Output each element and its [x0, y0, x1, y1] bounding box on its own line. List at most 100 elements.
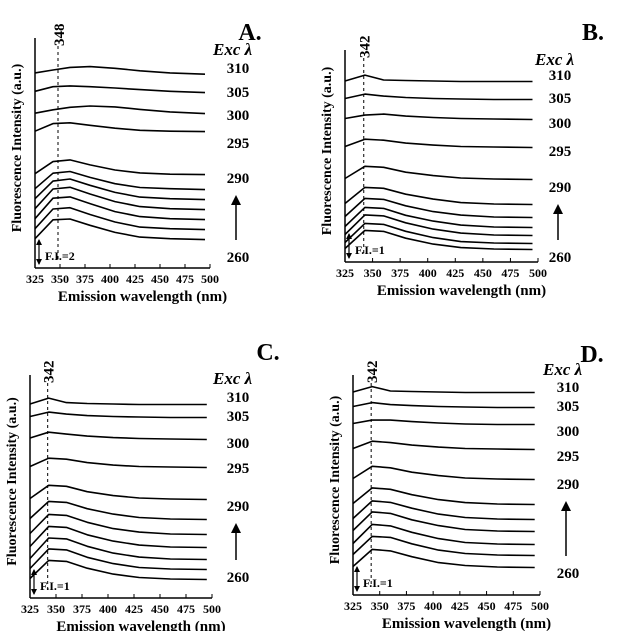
x-tick-label: 475 — [501, 266, 519, 280]
y-axis-label: Fluorescence Intensity (a.u.) — [328, 395, 343, 564]
spectrum-line — [352, 385, 535, 394]
spectrum-line — [352, 487, 535, 506]
spectrum-line — [344, 74, 533, 83]
legend-title: Exc λ — [212, 40, 253, 59]
spectrum-line — [29, 484, 207, 501]
excitation-level-label: 310 — [557, 380, 580, 396]
x-tick-label: 425 — [446, 266, 464, 280]
y-axis-label: Fluorescence Intensity (a.u.) — [10, 63, 25, 232]
spectrum-line — [29, 559, 207, 581]
panel-b: 325 350 375 400 425 450 475 500 Emission wavelen… — [320, 20, 604, 299]
panel-label: C. — [256, 340, 279, 366]
x-tick-label: 350 — [51, 272, 69, 286]
spectrum-line — [29, 525, 207, 549]
x-tick-label: 425 — [126, 272, 144, 286]
spectrum-line — [344, 206, 533, 229]
spectrum-line — [352, 500, 535, 521]
x-tick-label: 325 — [26, 272, 44, 286]
excitation-level-label: 310 — [549, 68, 572, 84]
x-tick-label: 375 — [76, 272, 94, 286]
excitation-level-label: 295 — [227, 461, 250, 477]
excitation-level-label: 295 — [549, 144, 572, 160]
spectrum-line — [34, 65, 206, 75]
x-tick-label: 500 — [531, 599, 549, 613]
spectrum-line — [34, 159, 206, 176]
scale-bar-label: F.I.=1 — [363, 576, 393, 590]
x-tick-label: 400 — [99, 602, 117, 616]
arrow-head-icon — [561, 501, 571, 511]
excitation-level-label: 300 — [549, 116, 572, 132]
spectrum-line — [29, 513, 207, 536]
x-axis-label: Emission wavelength (nm) — [377, 283, 546, 299]
scale-bar-label: F.I.=1 — [40, 579, 70, 593]
spectrum-line — [34, 85, 206, 94]
x-tick-label: 375 — [391, 266, 409, 280]
spectrum-line — [344, 93, 533, 101]
spectrum-line — [34, 218, 206, 241]
panel-c: 325 350 375 400 425 450 475 500 Emission wavelen… — [5, 340, 280, 631]
excitation-level-label: 290 — [227, 499, 250, 515]
x-tick-label: 400 — [419, 266, 437, 280]
spectrum-line — [29, 500, 207, 521]
spectrum-line — [29, 457, 207, 469]
peak-label: 342 — [358, 36, 374, 59]
excitation-level-label: 300 — [227, 436, 250, 452]
spectrum-line — [344, 165, 533, 181]
x-tick-label: 450 — [474, 266, 492, 280]
spectrum-line — [29, 537, 207, 561]
x-tick-label: 475 — [177, 602, 195, 616]
scale-bar-arrow-icon — [346, 253, 352, 259]
spectrum-line — [29, 431, 207, 441]
excitation-level-label: 300 — [227, 108, 250, 124]
y-axis-label: Fluorescence Intensity (a.u.) — [5, 397, 20, 566]
x-axis-label: Emission wavelength (nm) — [382, 616, 551, 631]
panel-label: A. — [238, 20, 261, 46]
legend-title: Exc λ — [212, 369, 253, 388]
x-tick-label: 475 — [504, 599, 522, 613]
spectrum-line — [34, 178, 206, 201]
excitation-level-label: 305 — [549, 91, 572, 107]
x-axis-label: Emission wavelength (nm) — [58, 289, 227, 305]
excitation-level-label: 260 — [227, 570, 250, 586]
scale-bar-label: F.I.=2 — [45, 249, 75, 263]
excitation-level-label: 260 — [557, 566, 580, 582]
spectrum-line — [34, 170, 206, 191]
panel-label: D. — [580, 342, 603, 368]
spectrum-line — [344, 197, 533, 219]
x-tick-label: 425 — [125, 602, 143, 616]
spectrum-line — [352, 511, 535, 533]
peak-label: 342 — [42, 361, 58, 384]
excitation-level-label: 290 — [557, 477, 580, 493]
x-tick-label: 325 — [344, 599, 362, 613]
excitation-level-label: 310 — [227, 390, 250, 406]
x-tick-label: 325 — [336, 266, 354, 280]
x-tick-label: 350 — [364, 266, 382, 280]
spectrum-line — [34, 122, 206, 133]
spectrum-line — [34, 105, 206, 115]
excitation-level-label: 290 — [227, 171, 250, 187]
scale-bar-arrow-icon — [31, 589, 37, 595]
x-tick-label: 500 — [529, 266, 547, 280]
spectrum-line — [344, 113, 533, 121]
excitation-level-label: 290 — [549, 180, 572, 196]
x-tick-label: 450 — [151, 602, 169, 616]
excitation-level-label: 305 — [227, 409, 250, 425]
excitation-level-label: 260 — [549, 250, 572, 266]
spectrum-line — [34, 196, 206, 221]
arrow-head-icon — [231, 195, 241, 205]
spectrum-line — [344, 214, 533, 237]
spectrum-line — [344, 186, 533, 206]
x-tick-label: 425 — [451, 599, 469, 613]
peak-label: 348 — [52, 24, 68, 47]
excitation-level-label: 305 — [557, 399, 580, 415]
spectrum-line — [29, 548, 207, 571]
scale-bar-arrow-icon — [354, 586, 360, 592]
y-axis-label: Fluorescence Intensity (a.u.) — [320, 66, 335, 235]
spectrum-line — [352, 535, 535, 557]
excitation-level-label: 295 — [557, 449, 580, 465]
x-tick-label: 450 — [151, 272, 169, 286]
spectrum-line — [29, 411, 207, 419]
arrow-head-icon — [231, 523, 241, 533]
scale-bar-arrow-icon — [36, 239, 42, 245]
